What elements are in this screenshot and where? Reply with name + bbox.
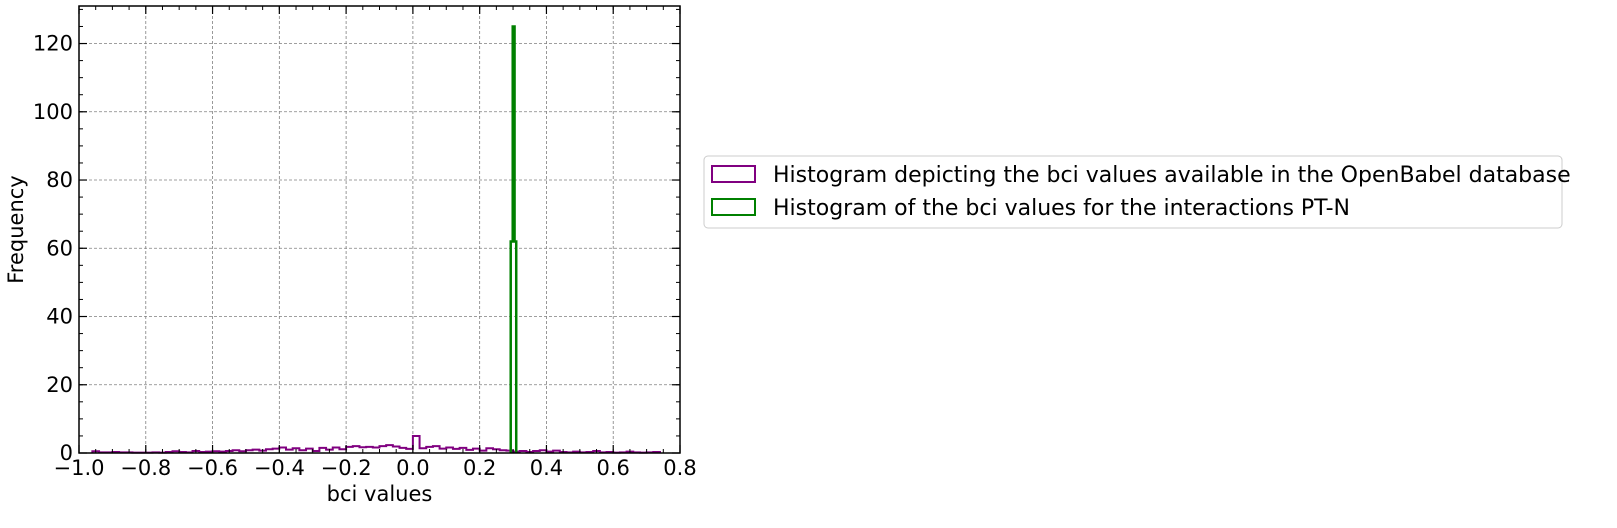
plot-series	[91, 25, 661, 454]
y-tick-label: 100	[33, 100, 73, 124]
y-tick-label: 60	[46, 236, 73, 260]
x-tick-label: −0.4	[254, 456, 305, 480]
plot-area-frame	[78, 5, 681, 454]
legend-label-openbabel: Histogram depicting the bci values avail…	[773, 163, 1571, 188]
x-tick-label: 0.8	[663, 456, 696, 480]
legend-swatch-pt-n	[711, 198, 756, 216]
x-tick-label: 0.0	[396, 456, 429, 480]
histogram-series-1	[509, 25, 518, 453]
legend-swatch-openbabel	[711, 165, 756, 183]
y-tick-label: 40	[46, 305, 73, 329]
legend-frame	[703, 155, 1563, 229]
y-axis-label: Frequency	[4, 175, 28, 284]
x-tick-label: 0.6	[597, 456, 630, 480]
x-tick-label: −0.2	[321, 456, 372, 480]
x-tick-label: −1.0	[54, 456, 105, 480]
grid-lines	[79, 6, 680, 453]
x-tick-label: −0.8	[120, 456, 171, 480]
y-tick-label: 120	[33, 32, 73, 56]
x-tick-label: −0.6	[187, 456, 238, 480]
histogram-series-0	[91, 434, 661, 454]
x-tick-label: 0.4	[530, 456, 563, 480]
x-tick-label: 0.2	[463, 456, 496, 480]
x-axis-label: bci values	[327, 482, 433, 506]
axis-ticks	[78, 6, 681, 454]
legend: Histogram depicting the bci values avail…	[703, 155, 1571, 229]
legend-label-pt-n: Histogram of the bci values for the inte…	[773, 196, 1350, 221]
y-tick-label: 80	[46, 168, 73, 192]
y-tick-label: 0	[60, 441, 73, 465]
tick-labels: −1.0 −0.8 −0.6 −0.4 −0.2 0.0 0.2 0.4 0.6 0.8 0 20 40…	[33, 32, 697, 480]
y-tick-label: 20	[46, 373, 73, 397]
